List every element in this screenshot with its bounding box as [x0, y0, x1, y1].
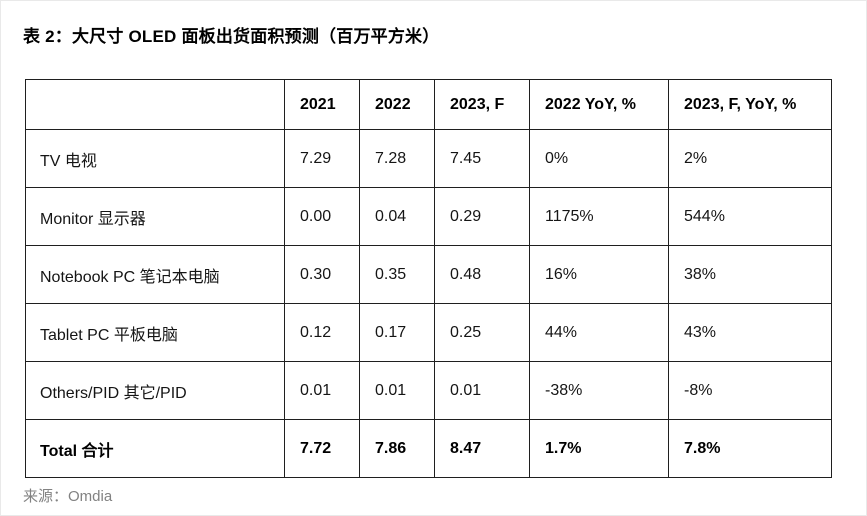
table-row-tv: TV 电视 7.29 7.28 7.45 0% 2% — [25, 129, 832, 188]
table-cell: 544% — [668, 187, 832, 246]
table-cell: 0.35 — [359, 245, 435, 304]
table-cell: 0.01 — [359, 361, 435, 420]
row-label: Monitor 显示器 — [25, 187, 285, 246]
table-cell: 0% — [529, 129, 669, 188]
table-cell: 8.47 — [434, 419, 530, 478]
table-cell: 7.29 — [284, 129, 360, 188]
table-cell: 0.12 — [284, 303, 360, 362]
table-cell: 1175% — [529, 187, 669, 246]
table-cell: -38% — [529, 361, 669, 420]
table-cell: 0.17 — [359, 303, 435, 362]
table-cell: 16% — [529, 245, 669, 304]
table-cell: 38% — [668, 245, 832, 304]
column-header-2022: 2022 — [359, 79, 435, 130]
table-cell: 2% — [668, 129, 832, 188]
row-label: Notebook PC 笔记本电脑 — [25, 245, 285, 304]
column-header-2021: 2021 — [284, 79, 360, 130]
table-cell: 0.00 — [284, 187, 360, 246]
table-row-tablet: Tablet PC 平板电脑 0.12 0.17 0.25 44% 43% — [25, 303, 832, 362]
table-cell: 7.28 — [359, 129, 435, 188]
table-cell: 7.72 — [284, 419, 360, 478]
table-cell: 43% — [668, 303, 832, 362]
table-row-total: Total 合计 7.72 7.86 8.47 1.7% 7.8% — [25, 419, 832, 478]
table-cell: 7.45 — [434, 129, 530, 188]
table-cell: 0.29 — [434, 187, 530, 246]
row-label: TV 电视 — [25, 129, 285, 188]
source-note: 来源：Omdia — [23, 488, 113, 505]
row-label: Others/PID 其它/PID — [25, 361, 285, 420]
table-row-monitor: Monitor 显示器 0.00 0.04 0.29 1175% 544% — [25, 187, 832, 246]
column-header-2023f-yoy: 2023, F, YoY, % — [668, 79, 832, 130]
table-row-notebook: Notebook PC 笔记本电脑 0.30 0.35 0.48 16% 38% — [25, 245, 832, 304]
page-title: 表 2：大尺寸 OLED 面板出货面积预测（百万平方米） — [23, 27, 440, 46]
table-cell: 1.7% — [529, 419, 669, 478]
oled-shipment-forecast-table: 2021 2022 2023, F 2022 YoY, % 2023, F, Y… — [25, 79, 832, 478]
table-cell: 0.48 — [434, 245, 530, 304]
row-label: Total 合计 — [25, 419, 285, 478]
table-cell: 0.01 — [434, 361, 530, 420]
column-header-2022-yoy: 2022 YoY, % — [529, 79, 669, 130]
row-label: Tablet PC 平板电脑 — [25, 303, 285, 362]
table-cell: 7.8% — [668, 419, 832, 478]
table-row-others: Others/PID 其它/PID 0.01 0.01 0.01 -38% -8… — [25, 361, 832, 420]
header-row: 2021 2022 2023, F 2022 YoY, % 2023, F, Y… — [25, 79, 832, 130]
table-cell: 0.04 — [359, 187, 435, 246]
table-cell: 0.25 — [434, 303, 530, 362]
table-cell: 7.86 — [359, 419, 435, 478]
column-header-blank — [25, 79, 285, 130]
table-cell: 0.30 — [284, 245, 360, 304]
table-cell: 44% — [529, 303, 669, 362]
table-cell: 0.01 — [284, 361, 360, 420]
table-cell: -8% — [668, 361, 832, 420]
column-header-2023f: 2023, F — [434, 79, 530, 130]
